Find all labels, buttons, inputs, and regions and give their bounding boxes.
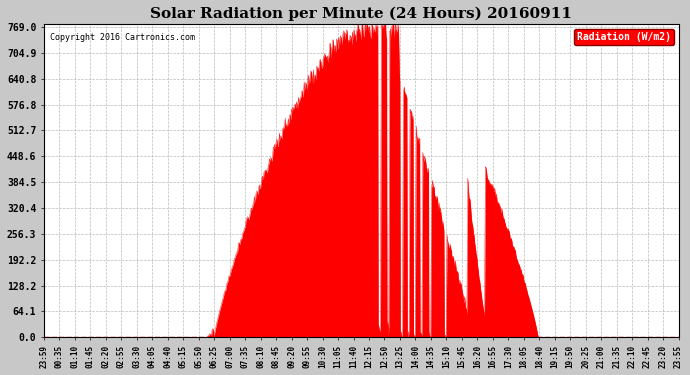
Legend: Radiation (W/m2): Radiation (W/m2) xyxy=(574,29,673,45)
Title: Solar Radiation per Minute (24 Hours) 20160911: Solar Radiation per Minute (24 Hours) 20… xyxy=(150,7,572,21)
Text: Copyright 2016 Cartronics.com: Copyright 2016 Cartronics.com xyxy=(50,33,195,42)
